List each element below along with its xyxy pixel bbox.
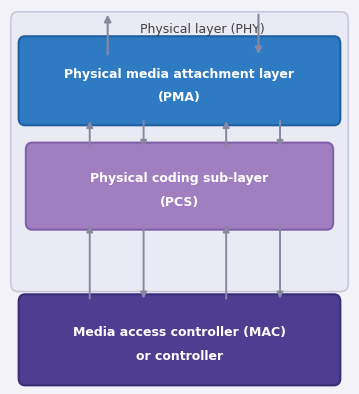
Text: Physical coding sub-layer: Physical coding sub-layer <box>90 173 269 185</box>
FancyBboxPatch shape <box>26 143 333 230</box>
FancyBboxPatch shape <box>19 36 340 125</box>
Text: (PMA): (PMA) <box>158 91 201 104</box>
Text: (PCS): (PCS) <box>160 196 199 209</box>
Text: Physical media attachment layer: Physical media attachment layer <box>65 68 294 81</box>
Text: or controller: or controller <box>136 350 223 363</box>
Text: Media access controller (MAC): Media access controller (MAC) <box>73 326 286 338</box>
FancyBboxPatch shape <box>11 12 348 292</box>
Text: Physical layer (PHY): Physical layer (PHY) <box>140 23 265 36</box>
FancyBboxPatch shape <box>19 294 340 385</box>
